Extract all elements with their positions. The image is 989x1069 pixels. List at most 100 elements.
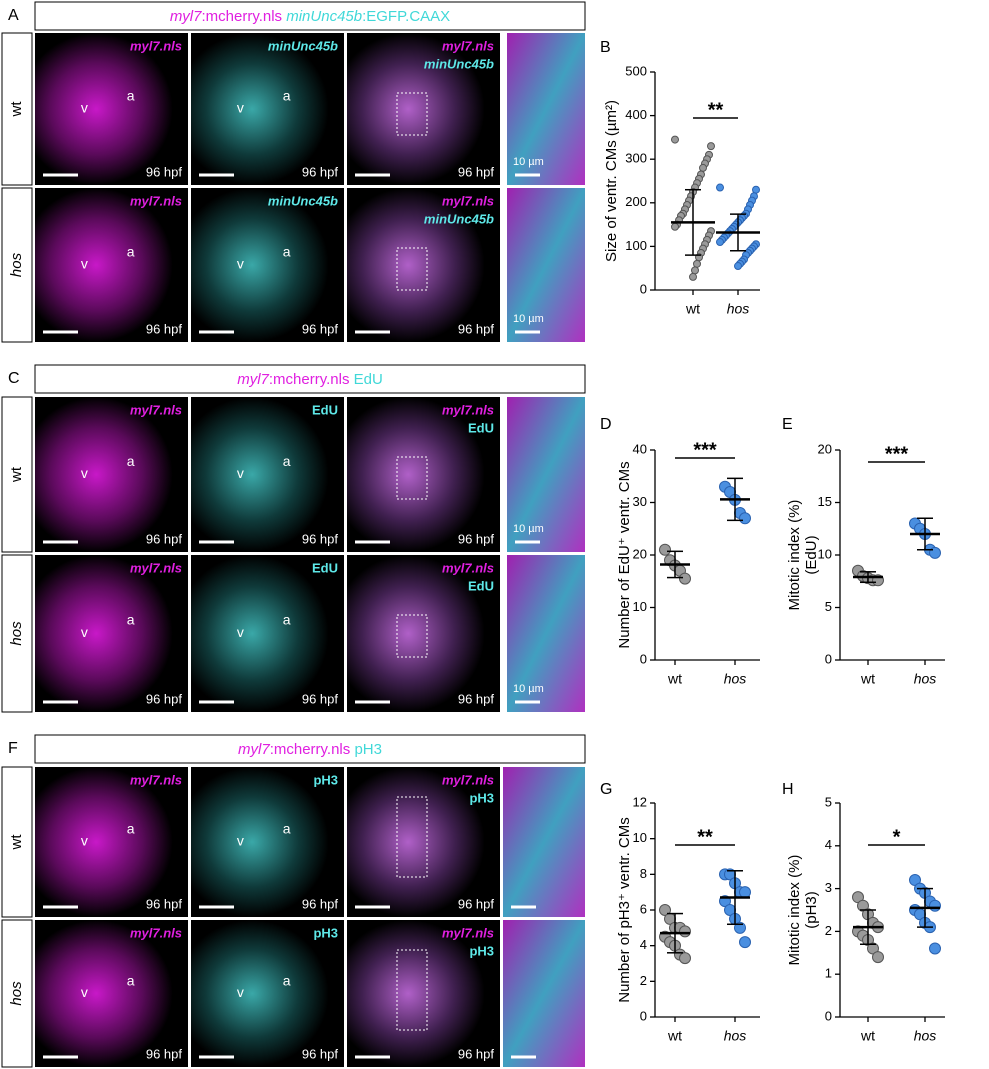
y-tick-label: 500 [625,63,647,78]
panel-letter: F [8,740,18,757]
significance-label: *** [885,443,909,465]
data-point [671,135,679,144]
data-point [693,259,701,268]
y-tick-label: 30 [633,494,647,509]
row-label: wt [8,101,25,118]
panel-letter: D [600,416,612,433]
row-label-box [1,32,33,186]
data-point [689,272,697,281]
micrograph [503,920,585,1067]
region-label: a [283,243,291,259]
x-tick-label: wt [860,1028,875,1044]
scale-label: 10 µm [513,683,544,695]
region-label: v [237,465,244,481]
row-label: hos [8,621,25,646]
y-tick-label: 10 [633,830,647,845]
time-label: 96 hpf [458,896,495,911]
header-box [34,734,586,764]
channel-label: EdU [312,560,338,575]
y-tick-label: 300 [625,151,647,166]
data-point [679,925,691,938]
time-label: 96 hpf [302,164,339,179]
data-point [739,512,751,525]
panel-letter: B [600,39,611,56]
micrograph [35,33,188,185]
time-label: 96 hpf [146,1046,183,1061]
data-point [679,572,691,585]
time-label: 96 hpf [302,691,339,706]
micrograph [191,555,344,712]
y-tick-label: 5 [825,599,832,614]
time-label: 96 hpf [458,164,495,179]
y-tick-label: 40 [633,441,647,456]
micrograph [347,397,500,552]
region-label: v [81,100,88,116]
channel-label: EdU [468,420,494,435]
micrograph [191,397,344,552]
time-label: 96 hpf [146,321,183,336]
data-point [752,185,760,194]
channel-label: minUnc45b [268,38,338,53]
micrograph [507,33,585,185]
time-label: 96 hpf [302,896,339,911]
header-segment: pH3 [354,741,382,758]
header-text: myl7:mcherry.nls minUnc45b:EGFP.CAAX [170,8,450,25]
micrograph [347,555,500,712]
significance-label: * [893,826,901,848]
y-tick-label: 20 [633,546,647,561]
y-axis-label: Size of ventr. CMs (µm²) [603,100,620,262]
channel-label: myl7.nls [130,402,182,417]
micrograph [507,555,585,712]
micrograph [35,188,188,342]
region-label: v [81,833,88,849]
x-tick-label: wt [667,671,682,687]
channel-label: pH3 [313,772,338,787]
channel-label: minUnc45b [268,193,338,208]
y-tick-label: 0 [825,1008,832,1023]
channel-label: myl7.nls [442,560,494,575]
channel-label: pH3 [469,790,494,805]
data-point [929,942,941,955]
channel-label: myl7.nls [130,193,182,208]
data-point [707,142,715,151]
header-segment: myl7 [237,371,269,388]
panel-letter: A [8,7,19,24]
y-tick-label: 4 [825,837,832,852]
y-axis-label: Mitotic index (%) [786,855,803,966]
data-point [872,951,884,964]
y-tick-label: 2 [640,973,647,988]
y-axis-label: Mitotic index (%) [786,500,803,611]
region-label: a [283,453,291,469]
y-tick-label: 0 [640,1008,647,1023]
time-label: 96 hpf [458,321,495,336]
scale-label: 10 µm [513,156,544,168]
micrograph [503,767,585,917]
time-label: 96 hpf [458,1046,495,1061]
micrograph [35,920,188,1067]
region-label: v [237,624,244,640]
x-tick-label: wt [685,301,700,317]
micrograph [347,188,500,342]
data-point [679,952,691,965]
data-point [929,899,941,912]
micrograph [347,920,500,1067]
x-tick-label: hos [724,1028,747,1044]
header-segment: :mcherry.nls [269,371,354,388]
data-point [739,886,751,899]
micrograph [35,397,188,552]
region-label: a [283,612,291,628]
micrograph [191,33,344,185]
header-segment: :mcherry.nls [201,8,286,25]
region-label: a [283,972,291,988]
y-axis-label: Number of EdU⁺ ventr. CMs [616,461,633,648]
row-label-box [1,919,33,1068]
y-tick-label: 4 [640,937,647,952]
data-point [739,936,751,949]
x-tick-label: wt [667,1028,682,1044]
data-point [734,921,746,934]
time-label: 96 hpf [146,896,183,911]
x-tick-label: hos [914,1028,937,1044]
time-label: 96 hpf [458,531,495,546]
header-segment: myl7 [170,8,202,25]
micrograph [507,188,585,342]
